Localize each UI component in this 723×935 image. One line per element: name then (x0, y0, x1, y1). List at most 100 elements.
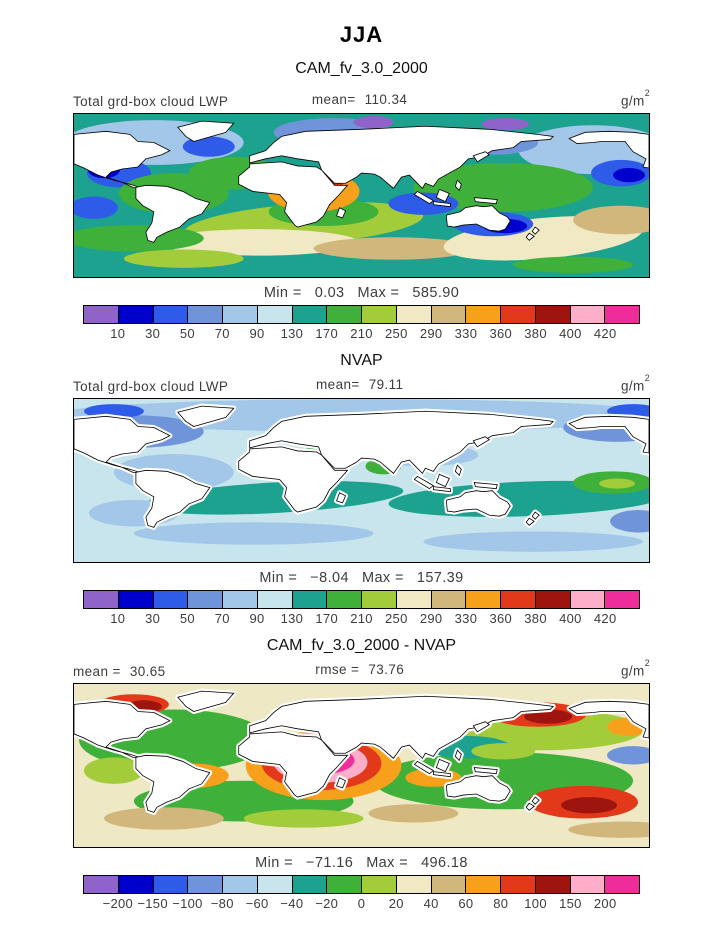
max-value: 585.90 (412, 285, 460, 301)
mean-value: 79.11 (368, 377, 404, 392)
colorbar-tick-label: 290 (419, 326, 443, 341)
colorbar-tick-label: 330 (454, 326, 478, 341)
colorbar-tick-labels: 10 30 50 70 90 130 170 210 250 290 330 360 380 400 420 (83, 326, 640, 342)
colorbar-segment (118, 591, 154, 608)
colorbar-bar (83, 875, 640, 894)
rmse-value: 73.76 (368, 662, 405, 677)
colorbar-segment (153, 306, 189, 323)
colorbar-tick-label: 420 (593, 611, 617, 626)
colorbar-tick-label: −150 (137, 896, 168, 911)
colorbar-segment (118, 876, 154, 893)
mean-value: 110.34 (364, 92, 408, 107)
colorbar-segment (327, 876, 362, 893)
colorbar-tick-label: 60 (458, 896, 474, 911)
colorbar-segment (292, 876, 328, 893)
colorbar-segment (362, 306, 397, 323)
colorbar-tick-label: −80 (210, 896, 234, 911)
mean-label: mean = (73, 663, 121, 679)
colorbar-segment (431, 591, 467, 608)
cam-map-frame (73, 113, 650, 278)
colorbar-segment (396, 306, 432, 323)
colorbar-tick-label: 210 (350, 326, 373, 341)
colorbar-segment (84, 876, 119, 893)
lwp-colorbar-cam: 10 30 50 70 90 130 170 210 250 290 330 360 380 400 420 (83, 305, 640, 342)
colorbar-tick-label: 360 (489, 611, 513, 626)
colorbar-segment (257, 876, 293, 893)
colorbar-tick-label: 170 (315, 326, 338, 341)
colorbar-tick-label: −100 (172, 896, 203, 911)
colorbar-tick-label: 90 (249, 326, 265, 341)
colorbar-segment (188, 306, 223, 323)
difference-map (74, 684, 649, 847)
colorbar-segment (292, 306, 328, 323)
units-label: g/m2 (621, 658, 650, 679)
colorbar-tick-label: 210 (350, 611, 373, 626)
colorbar-segment (501, 876, 536, 893)
colorbar-tick-label: 40 (423, 896, 439, 911)
panel-diff-title: CAM_fv_3.0_2000 - NVAP (266, 637, 457, 654)
colorbar-segment (327, 306, 362, 323)
lwp-colorbar-nvap: 10 30 50 70 90 130 170 210 250 290 330 360 380 400 420 (83, 590, 640, 627)
diff-colorbar: −200 −150 −100 −80 −60 −40 −20 0 20 40 60 80 100 150 2… (83, 875, 640, 912)
cam-minmax: Min = 0.03 Max = 585.90 (73, 285, 650, 301)
mean-label: mean= (311, 92, 356, 107)
colorbar-tick-label: 80 (493, 896, 509, 911)
colorbar-segment (501, 306, 536, 323)
nvap-minmax: Min = −8.04 Max = 157.39 (73, 570, 650, 586)
colorbar-segment (396, 876, 432, 893)
colorbar-segment (223, 306, 258, 323)
rmse-stat: rmse = 73.76 (315, 662, 404, 677)
colorbar-segment (535, 591, 571, 608)
colorbar-segment (605, 306, 639, 323)
colorbar-bar (83, 305, 640, 324)
colorbar-tick-label: 360 (489, 326, 513, 341)
colorbar-tick-label: −200 (102, 896, 134, 911)
colorbar-tick-label: 400 (559, 326, 582, 341)
colorbar-segment (501, 591, 536, 608)
mean-stat: mean= 110.34 (312, 92, 407, 107)
colorbar-tick-label: 20 (388, 896, 404, 911)
colorbar-tick-label: −40 (280, 896, 304, 911)
nvap-lwp-map (74, 399, 649, 562)
min-value: −8.04 (310, 570, 349, 586)
colorbar-tick-label: 70 (214, 611, 230, 626)
colorbar-bar (83, 590, 640, 609)
colorbar-tick-label: 100 (524, 896, 547, 911)
field-label: Total grd-box cloud LWP (73, 93, 229, 109)
colorbar-tick-label: 130 (280, 611, 304, 626)
colorbar-segment (605, 876, 639, 893)
colorbar-segment (535, 306, 571, 323)
panel-cam: Total grd-box cloud LWP mean= 110.34 g/m… (73, 88, 650, 342)
colorbar-segment (362, 876, 397, 893)
colorbar-tick-label: 200 (593, 896, 617, 911)
max-value: 157.39 (416, 570, 464, 586)
colorbar-tick-label: 400 (559, 611, 582, 626)
colorbar-tick-labels: 10 30 50 70 90 130 170 210 250 290 330 360 380 400 420 (83, 611, 640, 627)
colorbar-segment (153, 876, 189, 893)
colorbar-segment (257, 306, 293, 323)
panel-nvap-header: Total grd-box cloud LWP mean= 79.11 g/m2 (73, 373, 650, 395)
colorbar-tick-label: 170 (315, 611, 338, 626)
min-value: −71.16 (306, 855, 354, 871)
colorbar-tick-label: 250 (385, 611, 408, 626)
colorbar-tick-label: 30 (145, 611, 161, 626)
min-label: Min = (263, 285, 302, 301)
units-label: g/m2 (621, 88, 650, 109)
page-title: JJA (339, 22, 384, 47)
colorbar-segment (292, 591, 328, 608)
colorbar-segment (153, 591, 189, 608)
colorbar-segment (431, 876, 467, 893)
cam-lwp-map (74, 114, 649, 277)
colorbar-segment (535, 876, 571, 893)
diff-minmax: Min = −71.16 Max = 496.18 (73, 855, 650, 871)
panel-cam-header: Total grd-box cloud LWP mean= 110.34 g/m… (73, 88, 650, 110)
colorbar-tick-label: 380 (524, 326, 547, 341)
colorbar-tick-label: 50 (179, 611, 195, 626)
colorbar-segment (223, 876, 258, 893)
mean-value: 30.65 (129, 663, 166, 679)
colorbar-segment (466, 591, 501, 608)
colorbar-segment (396, 591, 432, 608)
colorbar-tick-label: 30 (145, 326, 161, 341)
colorbar-tick-label: 50 (179, 326, 195, 341)
colorbar-tick-label: −20 (315, 896, 339, 911)
